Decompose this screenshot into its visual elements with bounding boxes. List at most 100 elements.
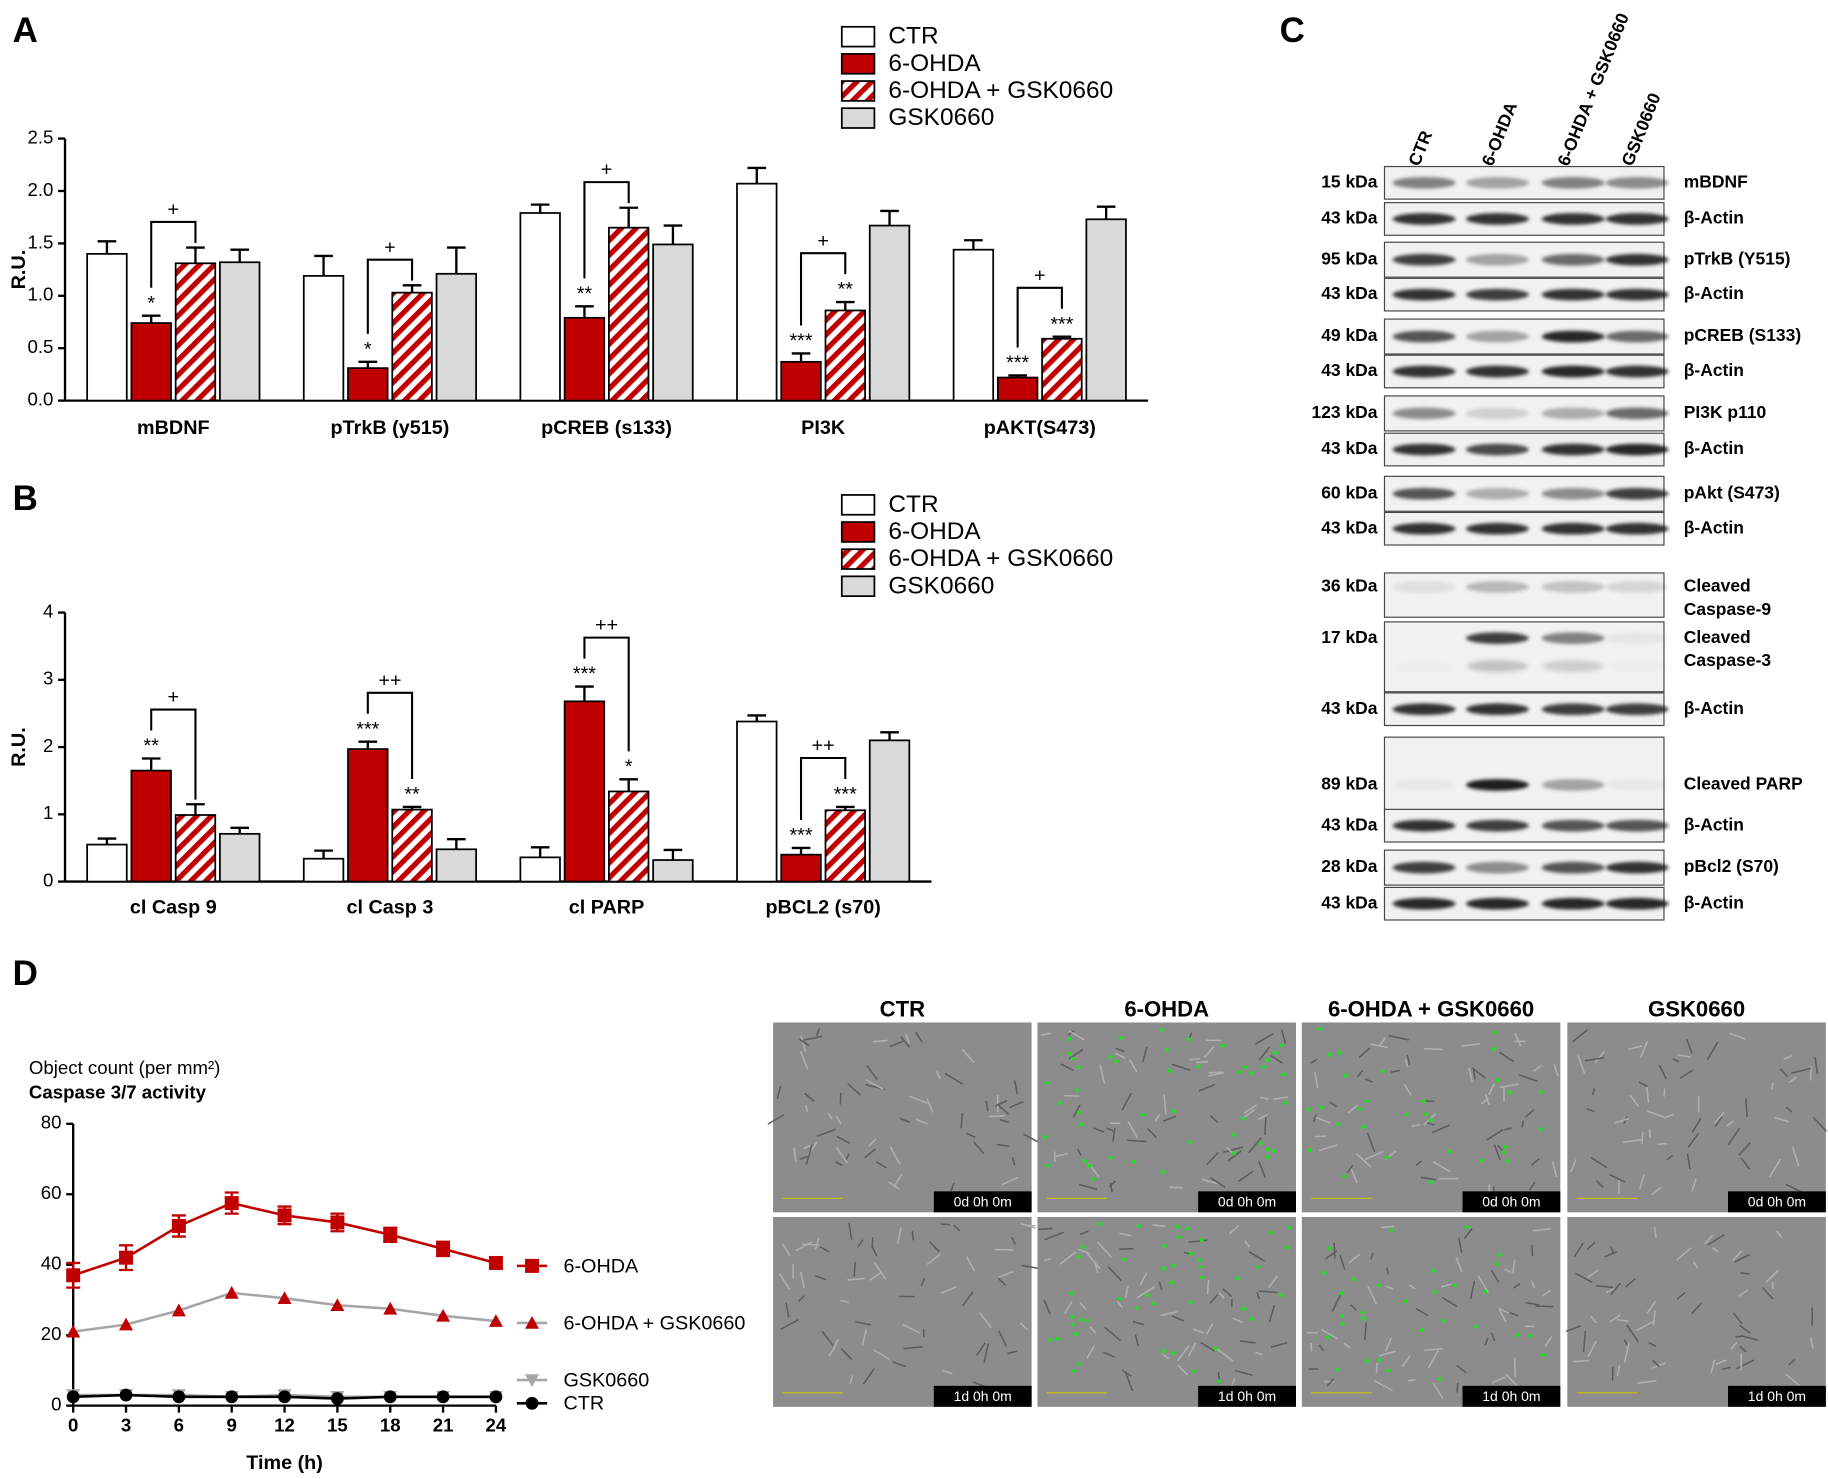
- x-tick-label: 6: [174, 1415, 184, 1436]
- cell: [1484, 1337, 1489, 1346]
- cell: [1646, 1300, 1657, 1314]
- apoptotic-cell: [1495, 1078, 1500, 1083]
- cell: [1333, 1242, 1336, 1259]
- cell: [1455, 1256, 1463, 1273]
- y-tick-label: 2.0: [27, 179, 53, 200]
- apoptotic-cell: [1482, 1289, 1488, 1294]
- cell: [1390, 1069, 1401, 1073]
- marker: [383, 1227, 398, 1242]
- cell: [1115, 1047, 1125, 1053]
- cell: [1321, 1329, 1339, 1340]
- cell: [1740, 1272, 1750, 1275]
- apoptotic-cell: [1421, 1099, 1427, 1104]
- timestamp: 0d 0h 0m: [1218, 1194, 1276, 1210]
- timestamp: 1d 0h 0m: [1482, 1388, 1540, 1404]
- cell: [1783, 1055, 1793, 1060]
- bar: [130, 769, 172, 883]
- cell: [819, 1246, 830, 1253]
- cell: [1513, 1283, 1521, 1289]
- bar: [1085, 218, 1127, 402]
- blot-band: [1541, 779, 1605, 791]
- apoptotic-cell: [1325, 1335, 1331, 1340]
- legend-label: 6-OHDA: [563, 1255, 639, 1277]
- blot-band: [1605, 330, 1669, 343]
- lane-label: GSK0660: [1617, 90, 1664, 169]
- cell: [1442, 1297, 1458, 1308]
- blot-band: [1392, 253, 1456, 266]
- comparison-label: +: [1034, 264, 1046, 286]
- protein-label: Cleaved: [1684, 627, 1751, 647]
- error-bar: [358, 740, 378, 750]
- cell: [1535, 1305, 1554, 1308]
- cell: [994, 1099, 1008, 1107]
- apoptotic-cell: [1452, 1283, 1457, 1288]
- error-bar: [230, 248, 250, 263]
- blot-band: [1392, 779, 1456, 791]
- bar: [563, 316, 606, 402]
- cell: [1370, 1252, 1374, 1260]
- cell: [979, 1312, 992, 1329]
- cell: [1493, 1144, 1501, 1161]
- apoptotic-cell: [1380, 1069, 1385, 1074]
- cell: [871, 1246, 878, 1257]
- cell: [1264, 1117, 1267, 1136]
- cell: [1551, 1161, 1558, 1178]
- cell: [1504, 1127, 1512, 1131]
- apoptotic-cell: [1337, 1050, 1342, 1055]
- kda-label: 89 kDa: [1321, 774, 1378, 794]
- cell: [1664, 1113, 1674, 1119]
- protein-label: β-Actin: [1684, 360, 1744, 380]
- y-axis-label: R.U.: [8, 727, 30, 767]
- apoptotic-cell: [1048, 1337, 1053, 1343]
- legend-label: GSK0660: [563, 1369, 649, 1391]
- error-bar: [530, 203, 550, 213]
- apoptotic-cell: [1067, 1051, 1072, 1056]
- apoptotic-cell: [1069, 1291, 1074, 1296]
- cell: [1595, 1180, 1604, 1189]
- cell: [1013, 1080, 1019, 1095]
- cell: [1677, 1054, 1692, 1058]
- cell: [1616, 1318, 1629, 1323]
- blot-band: [1466, 632, 1529, 645]
- apoptotic-cell: [1108, 1155, 1113, 1160]
- legend-swatch: [840, 548, 876, 570]
- cell: [1086, 1253, 1101, 1270]
- protein-label: PI3K p110: [1684, 402, 1766, 422]
- cell: [839, 1299, 849, 1303]
- cell: [999, 1118, 1009, 1123]
- cell: [942, 1369, 953, 1375]
- cell: [795, 1241, 813, 1252]
- cell: [1690, 1302, 1702, 1315]
- apoptotic-cell: [1404, 1112, 1409, 1117]
- apoptotic-cell: [1502, 1150, 1507, 1155]
- apoptotic-cell: [1264, 1154, 1270, 1160]
- apoptotic-cell: [1307, 1148, 1312, 1153]
- protein-label: pCREB (S133): [1684, 325, 1801, 345]
- blot-band: [1541, 365, 1605, 378]
- cell: [1730, 1342, 1738, 1350]
- cell: [1785, 1183, 1802, 1193]
- cell: [1531, 1244, 1534, 1257]
- kda-label: 43 kDa: [1321, 360, 1378, 380]
- apoptotic-cell: [1350, 1277, 1356, 1282]
- cell: [1611, 1367, 1614, 1381]
- apoptotic-cell: [1122, 1257, 1127, 1262]
- cell: [1456, 1365, 1467, 1374]
- cell: [996, 1103, 1010, 1115]
- cell: [1239, 1340, 1256, 1344]
- apoptotic-cell: [1336, 1122, 1341, 1127]
- cell: [1270, 1341, 1288, 1348]
- apoptotic-cell: [1403, 1299, 1408, 1304]
- blot-band: [1605, 522, 1669, 535]
- cell: [864, 1148, 877, 1159]
- cell: [1590, 1315, 1598, 1324]
- protein-label: β-Actin: [1684, 438, 1744, 458]
- blot-frame: [1383, 736, 1665, 813]
- cell: [1432, 1382, 1444, 1399]
- cell: [1044, 1257, 1052, 1262]
- legend-label: 6-OHDA + GSK0660: [563, 1312, 745, 1334]
- legend-swatch: [840, 53, 876, 75]
- cell: [876, 1161, 887, 1169]
- cell: [1814, 1056, 1819, 1075]
- cell: [1370, 1043, 1389, 1049]
